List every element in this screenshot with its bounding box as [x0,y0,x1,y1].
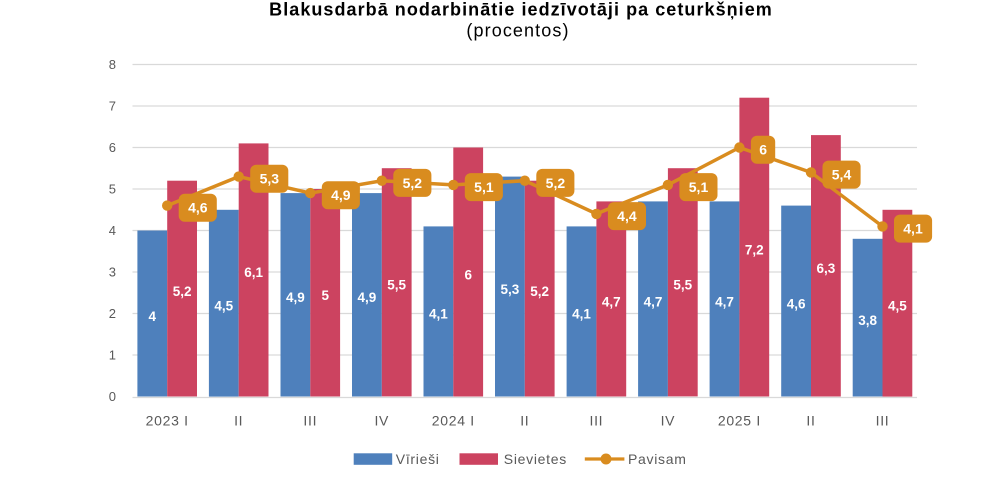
svg-text:IV: IV [374,412,389,428]
svg-text:7,2: 7,2 [745,242,764,257]
svg-text:5: 5 [321,288,329,303]
svg-text:6: 6 [464,267,472,282]
svg-text:IV: IV [661,412,676,428]
svg-text:5,2: 5,2 [173,284,192,299]
svg-text:6: 6 [759,142,767,158]
svg-text:4,9: 4,9 [358,290,377,305]
svg-text:6,1: 6,1 [244,265,263,280]
svg-text:Blakusdarbā nodarbinātie iedzī: Blakusdarbā nodarbinātie iedzīvotāji pa … [269,0,773,20]
svg-text:5,2: 5,2 [530,284,549,299]
svg-text:5,5: 5,5 [387,278,406,293]
svg-text:2024 I: 2024 I [432,412,475,428]
svg-text:4,5: 4,5 [888,298,907,313]
svg-text:6: 6 [109,140,116,155]
svg-text:5,1: 5,1 [689,179,709,195]
svg-text:5,2: 5,2 [403,175,423,191]
svg-text:4,7: 4,7 [644,294,663,309]
svg-text:2025 I: 2025 I [718,412,761,428]
svg-text:0: 0 [109,389,116,404]
svg-text:3: 3 [109,265,116,280]
svg-text:III: III [590,412,604,428]
svg-text:III: III [876,412,890,428]
svg-text:1: 1 [109,348,116,363]
svg-text:5,3: 5,3 [501,282,520,297]
svg-text:3,8: 3,8 [858,313,877,328]
svg-text:7: 7 [109,99,116,114]
svg-text:4,9: 4,9 [331,187,351,203]
svg-text:4,6: 4,6 [188,200,208,216]
svg-text:4,7: 4,7 [715,294,734,309]
svg-text:4,7: 4,7 [602,294,621,309]
svg-text:4: 4 [109,223,116,238]
svg-text:2023 I: 2023 I [146,412,189,428]
svg-text:5,3: 5,3 [260,171,280,187]
svg-text:4,9: 4,9 [286,290,305,305]
svg-text:4,6: 4,6 [787,296,806,311]
svg-text:III: III [303,412,317,428]
svg-text:Sievietes: Sievietes [504,451,567,467]
svg-text:5,1: 5,1 [474,179,494,195]
svg-text:II: II [806,412,815,428]
svg-text:2: 2 [109,306,116,321]
svg-text:5,5: 5,5 [673,278,692,293]
svg-text:4,1: 4,1 [429,307,448,322]
svg-text:4,1: 4,1 [903,221,923,237]
svg-text:8: 8 [109,57,116,72]
svg-text:4,5: 4,5 [214,298,233,313]
svg-text:4,4: 4,4 [617,208,637,224]
svg-text:Vīrieši: Vīrieši [396,451,440,467]
svg-text:5: 5 [109,182,116,197]
svg-text:5,4: 5,4 [832,167,852,183]
svg-text:5,2: 5,2 [546,175,566,191]
svg-text:II: II [520,412,529,428]
svg-text:4: 4 [149,309,157,324]
svg-text:(procentos): (procentos) [466,21,569,41]
svg-text:Pavisam: Pavisam [628,451,687,467]
svg-text:II: II [234,412,243,428]
svg-text:6,3: 6,3 [817,261,836,276]
svg-text:4,1: 4,1 [572,307,591,322]
